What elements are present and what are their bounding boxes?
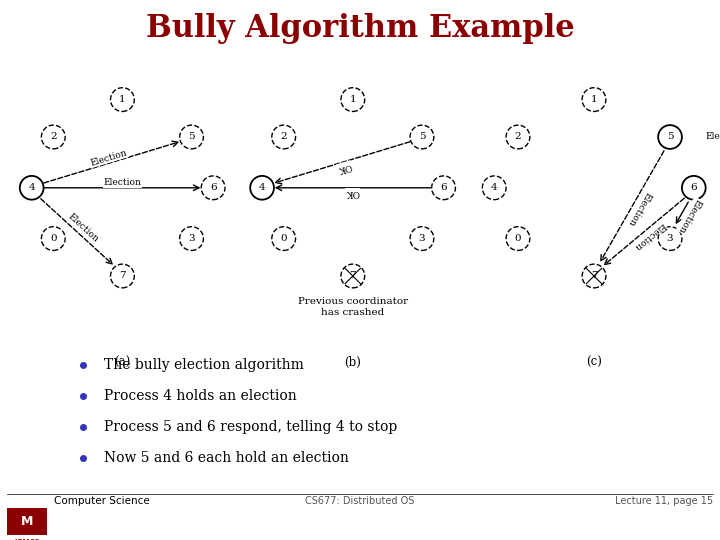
Ellipse shape bbox=[432, 176, 456, 200]
Ellipse shape bbox=[19, 176, 44, 200]
Text: CS677: Distributed OS: CS677: Distributed OS bbox=[305, 496, 415, 505]
Text: 0: 0 bbox=[50, 234, 57, 243]
Ellipse shape bbox=[272, 125, 296, 149]
Text: Election: Election bbox=[626, 190, 653, 227]
Ellipse shape bbox=[202, 176, 225, 200]
Text: The bully election algorithm: The bully election algorithm bbox=[104, 357, 305, 372]
Text: 0: 0 bbox=[280, 234, 287, 243]
Text: 1: 1 bbox=[349, 95, 356, 104]
Text: 4: 4 bbox=[491, 183, 498, 192]
Ellipse shape bbox=[658, 125, 682, 149]
Text: 3: 3 bbox=[667, 234, 673, 243]
Text: Election: Election bbox=[90, 148, 128, 167]
Ellipse shape bbox=[180, 227, 203, 251]
Text: Election: Election bbox=[676, 197, 703, 234]
Ellipse shape bbox=[410, 125, 433, 149]
Ellipse shape bbox=[341, 264, 365, 288]
Ellipse shape bbox=[682, 176, 706, 200]
Text: OK: OK bbox=[346, 188, 360, 197]
Text: M: M bbox=[21, 515, 33, 528]
Text: (b): (b) bbox=[344, 356, 361, 369]
Text: 7: 7 bbox=[119, 272, 126, 280]
Text: (a): (a) bbox=[114, 356, 130, 369]
Text: 7: 7 bbox=[590, 272, 598, 280]
Text: (c): (c) bbox=[586, 356, 602, 369]
Ellipse shape bbox=[180, 125, 203, 149]
Text: 3: 3 bbox=[188, 234, 195, 243]
Text: Bully Algorithm Example: Bully Algorithm Example bbox=[145, 14, 575, 44]
Text: Election: Election bbox=[104, 178, 141, 187]
Text: 5: 5 bbox=[188, 132, 195, 141]
Text: 4: 4 bbox=[258, 183, 266, 192]
Ellipse shape bbox=[506, 125, 530, 149]
Ellipse shape bbox=[582, 264, 606, 288]
Text: 6: 6 bbox=[210, 183, 217, 192]
Ellipse shape bbox=[251, 176, 274, 200]
Text: 1: 1 bbox=[590, 95, 598, 104]
Text: 6: 6 bbox=[690, 183, 697, 192]
Ellipse shape bbox=[41, 125, 65, 149]
Text: 1: 1 bbox=[119, 95, 126, 104]
Text: 7: 7 bbox=[349, 272, 356, 280]
Text: 2: 2 bbox=[515, 132, 521, 141]
Ellipse shape bbox=[41, 227, 65, 251]
Text: Election: Election bbox=[706, 132, 720, 141]
Ellipse shape bbox=[482, 176, 506, 200]
Text: Process 4 holds an election: Process 4 holds an election bbox=[104, 389, 297, 403]
Ellipse shape bbox=[111, 87, 134, 111]
FancyBboxPatch shape bbox=[7, 508, 47, 535]
Ellipse shape bbox=[272, 227, 296, 251]
Text: 5: 5 bbox=[667, 132, 673, 141]
Text: 0: 0 bbox=[515, 234, 521, 243]
Text: Now 5 and 6 each hold an election: Now 5 and 6 each hold an election bbox=[104, 451, 349, 465]
Text: 6: 6 bbox=[440, 183, 447, 192]
Ellipse shape bbox=[341, 87, 365, 111]
Text: 2: 2 bbox=[280, 132, 287, 141]
Text: 5: 5 bbox=[418, 132, 426, 141]
Text: Process 5 and 6 respond, telling 4 to stop: Process 5 and 6 respond, telling 4 to st… bbox=[104, 420, 397, 434]
Text: 4: 4 bbox=[28, 183, 35, 192]
Text: UMASS: UMASS bbox=[14, 539, 40, 540]
Text: Election: Election bbox=[632, 220, 667, 251]
Text: Computer Science: Computer Science bbox=[54, 496, 150, 505]
Text: 2: 2 bbox=[50, 132, 57, 141]
Ellipse shape bbox=[410, 227, 433, 251]
Text: Election: Election bbox=[66, 212, 100, 245]
Text: Lecture 11, page 15: Lecture 11, page 15 bbox=[615, 496, 713, 505]
Ellipse shape bbox=[658, 227, 682, 251]
Ellipse shape bbox=[111, 264, 134, 288]
Text: Previous coordinator
has crashed: Previous coordinator has crashed bbox=[298, 298, 408, 317]
Ellipse shape bbox=[506, 227, 530, 251]
Text: 3: 3 bbox=[418, 234, 426, 243]
Ellipse shape bbox=[582, 87, 606, 111]
Text: OK: OK bbox=[336, 161, 353, 173]
